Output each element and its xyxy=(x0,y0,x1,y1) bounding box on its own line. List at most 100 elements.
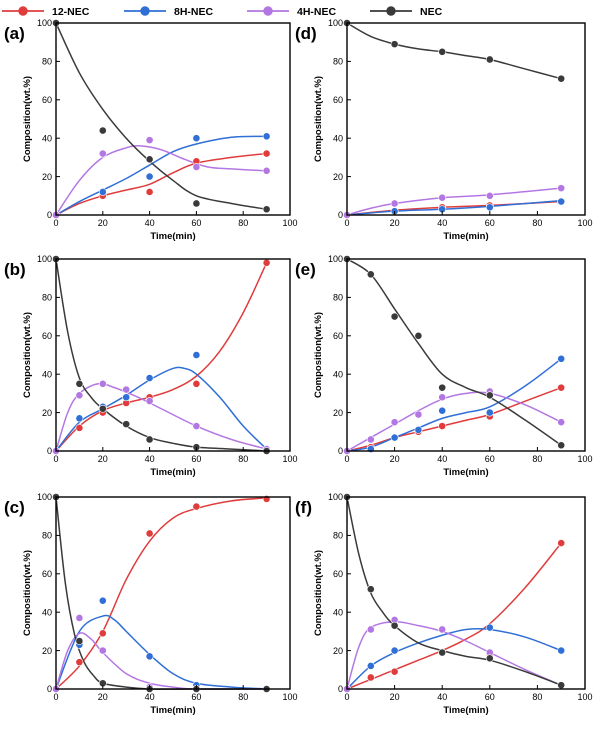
data-point-nec xyxy=(192,199,201,208)
data-point-4h-nec xyxy=(390,199,399,208)
data-point-12-nec xyxy=(98,629,107,638)
plot-frame xyxy=(346,258,586,452)
data-point-8h-nec xyxy=(485,203,494,212)
data-point-4h-nec xyxy=(262,166,271,175)
data-point-8h-nec xyxy=(145,652,154,661)
x-tick-label: 80 xyxy=(238,218,248,228)
y-tick-label: 0 xyxy=(338,684,343,694)
x-tick-label: 40 xyxy=(437,454,447,464)
plot-frame xyxy=(55,22,291,216)
data-point-nec xyxy=(485,391,494,400)
data-point-8h-nec xyxy=(75,414,84,423)
data-point-8h-nec xyxy=(485,623,494,632)
series-curve-nec xyxy=(55,258,267,452)
series-curve-nec xyxy=(346,22,562,80)
x-axis-label: Time(min) xyxy=(443,467,488,478)
y-tick-label: 40 xyxy=(42,133,52,143)
y-tick-label: 100 xyxy=(328,18,343,28)
y-tick-label: 0 xyxy=(338,210,343,220)
series-curve-8h-nec xyxy=(55,614,267,690)
x-tick-label: 20 xyxy=(390,454,400,464)
legend-item-4h-nec: 4H-NEC xyxy=(247,6,337,18)
y-tick-label: 20 xyxy=(42,408,52,418)
x-tick-label: 60 xyxy=(191,692,201,702)
data-point-nec xyxy=(390,312,399,321)
data-point-nec xyxy=(485,55,494,64)
x-tick-label: 40 xyxy=(145,218,155,228)
panel-b: 0 20 40 60 80 100 0 20 40 60 80 100 Time(min) Composi… xyxy=(4,254,298,478)
panel-label: (b) xyxy=(4,260,26,279)
series-curve-4h-nec xyxy=(55,632,267,690)
data-point-4h-nec xyxy=(145,397,154,405)
series-curve-4h-nec xyxy=(346,621,562,690)
data-point-4h-nec xyxy=(438,625,447,634)
x-tick-label: 80 xyxy=(532,218,542,228)
data-point-12-nec xyxy=(438,422,447,430)
x-axis-label: Time(min) xyxy=(150,705,195,716)
y-axis-label: Composition(wt.%) xyxy=(22,76,33,162)
data-point-nec xyxy=(390,621,399,630)
data-point-nec xyxy=(262,205,271,214)
data-point-8h-nec xyxy=(192,351,201,359)
panel-label: (e) xyxy=(295,260,316,279)
data-point-12-nec xyxy=(145,188,154,196)
data-point-12-nec xyxy=(557,539,566,547)
data-point-8h-nec xyxy=(438,406,447,415)
data-point-nec xyxy=(485,654,494,663)
x-tick-label: 60 xyxy=(485,454,495,464)
plot-frame xyxy=(55,496,291,690)
data-point-nec xyxy=(438,648,447,657)
legend-marker xyxy=(140,6,150,16)
legend-label: 12-NEC xyxy=(52,6,90,18)
y-tick-label: 100 xyxy=(328,254,343,264)
x-tick-label: 80 xyxy=(238,692,248,702)
data-point-8h-nec xyxy=(557,197,566,206)
data-point-8h-nec xyxy=(414,425,423,434)
y-tick-label: 100 xyxy=(37,254,52,264)
data-point-8h-nec xyxy=(192,134,201,143)
data-point-4h-nec xyxy=(75,391,84,400)
x-tick-label: 100 xyxy=(282,218,297,228)
x-tick-label: 20 xyxy=(98,692,108,702)
x-tick-label: 100 xyxy=(577,692,592,702)
x-tick-label: 40 xyxy=(145,692,155,702)
data-point-12-nec xyxy=(75,424,84,432)
y-tick-label: 60 xyxy=(333,569,343,579)
data-point-4h-nec xyxy=(98,149,107,158)
panel-f: 0 20 40 60 80 100 0 20 40 60 80 100 Time(min) Composi… xyxy=(295,492,593,716)
y-tick-label: 0 xyxy=(47,210,52,220)
x-tick-label: 60 xyxy=(485,218,495,228)
data-point-4h-nec xyxy=(75,614,84,622)
data-point-4h-nec xyxy=(485,191,494,200)
legend-marker xyxy=(18,6,28,16)
data-point-8h-nec xyxy=(262,132,271,141)
series-curve-nec xyxy=(55,496,267,690)
data-point-12-nec xyxy=(192,502,201,511)
series-curve-4h-nec xyxy=(346,187,562,216)
data-point-nec xyxy=(145,155,154,164)
y-tick-label: 40 xyxy=(42,369,52,379)
legend-item-8h-nec: 8H-NEC xyxy=(124,6,214,18)
data-point-8h-nec xyxy=(145,172,154,181)
series-curve-8h-nec xyxy=(346,358,562,452)
x-tick-label: 0 xyxy=(344,218,349,228)
data-point-4h-nec xyxy=(122,385,131,394)
panel-e: 0 20 40 60 80 100 0 20 40 60 80 100 Time(min) Composi… xyxy=(295,254,593,478)
series-curve-nec xyxy=(55,22,267,210)
x-tick-label: 40 xyxy=(145,454,155,464)
y-tick-label: 20 xyxy=(333,646,343,656)
x-tick-label: 0 xyxy=(53,218,58,228)
panel-label: (f) xyxy=(295,498,312,517)
series-curve-12-nec xyxy=(55,497,267,690)
data-point-8h-nec xyxy=(98,188,107,196)
x-tick-label: 0 xyxy=(53,454,58,464)
data-point-nec xyxy=(557,74,566,83)
data-point-12-nec xyxy=(557,383,566,392)
data-point-8h-nec xyxy=(145,374,154,382)
y-axis-label: Composition(wt.%) xyxy=(22,550,33,636)
series-curve-8h-nec xyxy=(55,135,267,216)
series-curve-nec xyxy=(346,258,562,446)
x-tick-label: 80 xyxy=(532,454,542,464)
data-point-4h-nec xyxy=(192,163,201,171)
data-point-8h-nec xyxy=(485,408,494,417)
